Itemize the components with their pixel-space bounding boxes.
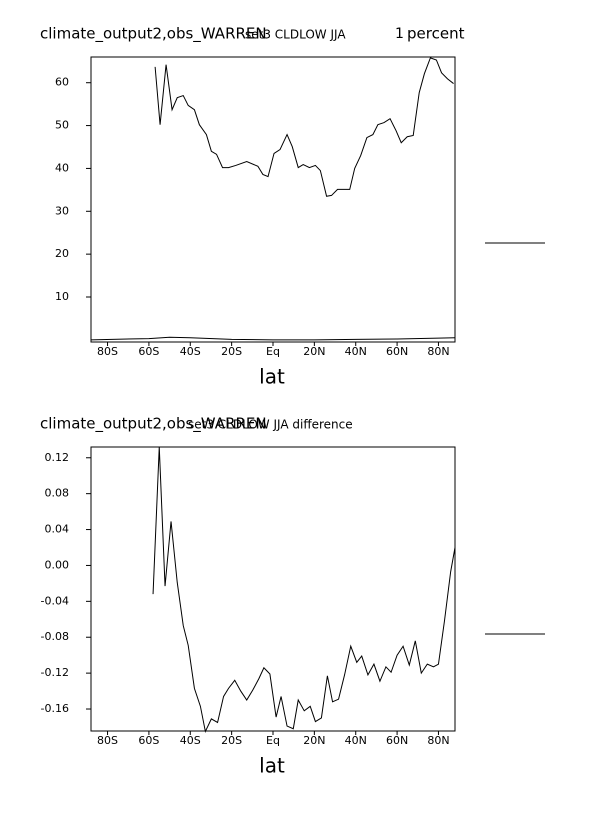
line-series xyxy=(152,446,456,734)
y-tick-label: -0.08 xyxy=(41,630,69,643)
y-tick-label: 0.04 xyxy=(45,523,70,536)
x-tick-label: Eq xyxy=(266,734,280,747)
x-tick-label: 40N xyxy=(345,345,367,358)
x-tick-label: 20S xyxy=(221,345,242,358)
chart-subtitle: set3 CLDLOW JJA xyxy=(245,28,346,42)
x-tick-label: 20N xyxy=(303,345,325,358)
x-tick-label: 20N xyxy=(303,734,325,747)
chart-title: climate_output2,obs_WARREN xyxy=(40,415,267,434)
x-tick-label: 60S xyxy=(138,734,159,747)
y-tick-label: -0.04 xyxy=(41,594,69,607)
y-tick-label: -0.12 xyxy=(41,666,69,679)
y-tick-label: 50 xyxy=(55,119,69,132)
units: percent xyxy=(407,25,465,43)
x-tick-label: 60N xyxy=(386,345,408,358)
y-tick-label: 0.08 xyxy=(45,487,70,500)
x-tick-label: 40S xyxy=(180,734,201,747)
line-series xyxy=(90,336,456,341)
y-tick-label: 60 xyxy=(55,76,69,89)
x-tick-label: 20S xyxy=(221,734,242,747)
chart-title: climate_output2,obs_WARREN xyxy=(40,25,267,44)
y-tick-label: -0.16 xyxy=(41,702,69,715)
x-tick-label: 80N xyxy=(427,345,449,358)
x-tick-label: 80N xyxy=(427,734,449,747)
plot-frame xyxy=(90,56,456,343)
y-tick-label: 0.12 xyxy=(45,451,70,464)
x-tick-label: 80S xyxy=(97,345,118,358)
y-tick-label: 30 xyxy=(55,204,69,217)
x-tick-label: 80S xyxy=(97,734,118,747)
y-tick-label: 0.00 xyxy=(45,558,70,571)
plot-frame xyxy=(90,446,456,732)
x-tick-label: 40N xyxy=(345,734,367,747)
y-tick-label: 10 xyxy=(55,290,69,303)
annotation: 1 xyxy=(395,26,404,42)
line-series xyxy=(154,57,454,197)
y-tick-label: 20 xyxy=(55,247,69,260)
x-tick-label: 40S xyxy=(180,345,201,358)
x-axis-label: lat xyxy=(259,365,285,389)
x-tick-label: 60S xyxy=(138,345,159,358)
chart-subtitle: set3 CLDLOW JJA difference xyxy=(188,418,353,432)
y-tick-label: 40 xyxy=(55,161,69,174)
x-axis-label: lat xyxy=(259,754,285,778)
x-tick-label: 60N xyxy=(386,734,408,747)
x-tick-label: Eq xyxy=(266,345,280,358)
